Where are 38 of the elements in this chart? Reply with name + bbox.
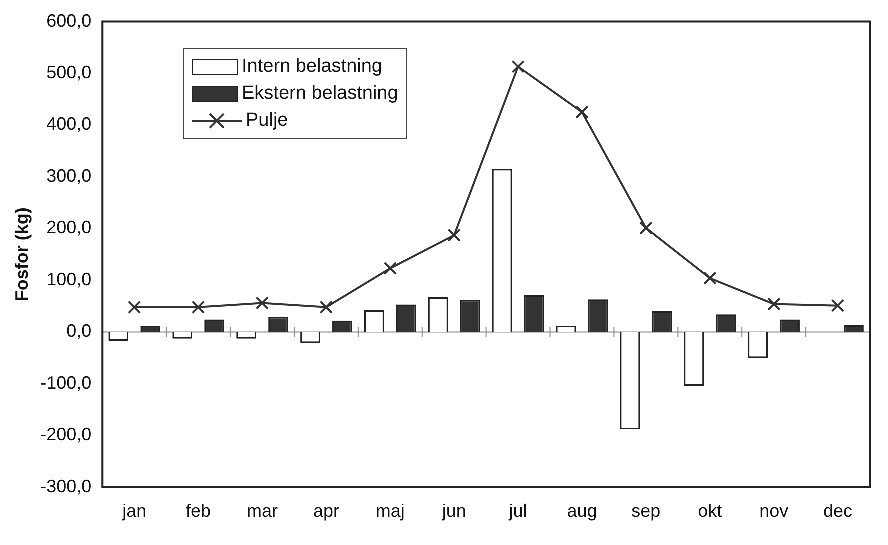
point	[192, 300, 206, 314]
x-tick-label: jan	[122, 501, 147, 522]
y-tick-label: -100,0	[40, 372, 92, 393]
y-tick-label: 600,0	[46, 10, 92, 31]
legend-label: Pulje	[246, 109, 288, 133]
point	[767, 298, 781, 311]
point	[128, 300, 142, 314]
x-tick-label: aug	[567, 501, 598, 522]
legend-label: Intern belastning	[242, 55, 382, 79]
y-tick-label: 0,0	[66, 321, 92, 342]
y-tick-label: 100,0	[46, 269, 92, 290]
x-tick-label: apr	[313, 501, 340, 522]
point	[448, 228, 462, 242]
legend-label: Ekstern belastning	[242, 82, 398, 106]
point	[384, 262, 398, 276]
x-tick-label: jul	[508, 501, 528, 522]
y-tick-label: 400,0	[46, 114, 92, 134]
y-axis-title: Fosfor (kg)	[12, 208, 32, 302]
x-tick-label: jun	[441, 501, 466, 522]
x-tick-label: nov	[760, 501, 789, 522]
x-tick-label: maj	[376, 501, 405, 522]
y-tick-label: -200,0	[40, 424, 92, 445]
point	[703, 272, 717, 286]
x-tick-label: okt	[698, 501, 722, 522]
point	[256, 296, 270, 310]
y-tick-label: -300,0	[40, 476, 92, 496]
point	[831, 299, 845, 312]
x-tick-label: feb	[186, 501, 212, 522]
y-tick-label: 200,0	[46, 218, 92, 238]
point	[512, 60, 525, 74]
x-tick-label: sep	[632, 501, 661, 522]
point	[320, 300, 334, 314]
x-tick-label: dec	[824, 501, 853, 522]
point	[640, 222, 653, 235]
x-tick-label: mar	[247, 501, 278, 522]
point	[576, 106, 589, 119]
y-tick-label: 500,0	[46, 62, 92, 82]
y-tick-label: 300,0	[46, 166, 92, 186]
